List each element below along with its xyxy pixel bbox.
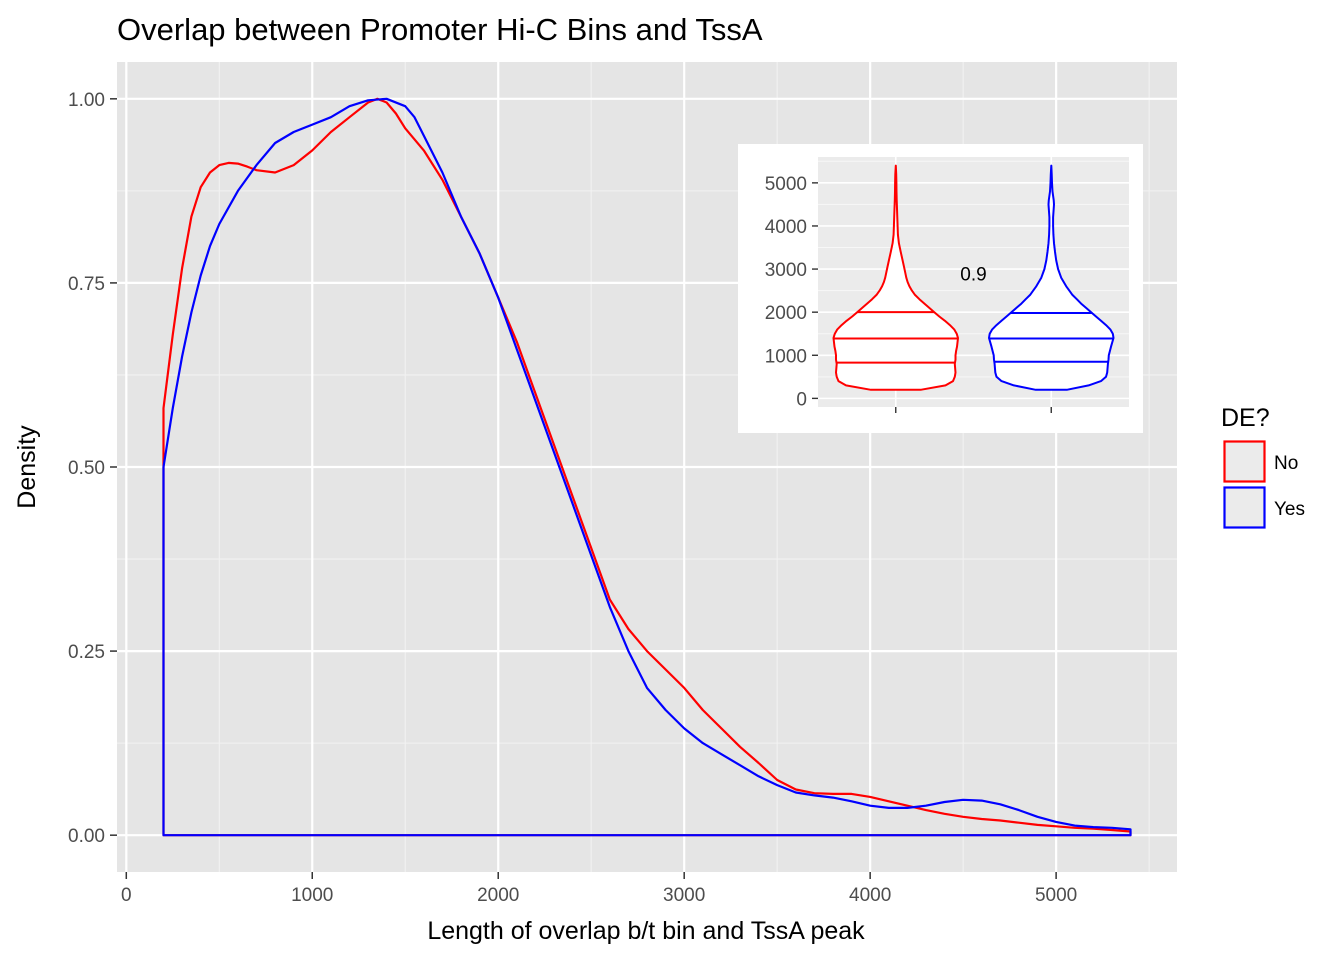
x-axis-title: Length of overlap b/t bin and TssA peak bbox=[427, 917, 865, 945]
density-series bbox=[162, 97, 1132, 837]
violin-yes bbox=[988, 164, 1115, 391]
violin-no bbox=[832, 164, 959, 391]
legend-label-no: No bbox=[1274, 453, 1298, 474]
y-axis-title: Density bbox=[13, 425, 41, 509]
inset-y-tick-label: 4000 bbox=[765, 217, 807, 238]
inset-violins bbox=[832, 164, 1115, 391]
y-tick-label: 1.00 bbox=[68, 90, 105, 111]
inset-y-tick-label: 2000 bbox=[765, 303, 807, 324]
legend-title: DE? bbox=[1221, 404, 1270, 432]
x-tick-label: 1000 bbox=[291, 885, 333, 906]
inset-y-tick-label: 1000 bbox=[765, 346, 807, 367]
y-tick-label: 0.50 bbox=[68, 458, 105, 479]
x-tick-label: 4000 bbox=[849, 885, 891, 906]
inset-violin-plot: 0 1000 2000 3000 4000 5000 0.9 bbox=[738, 144, 1143, 433]
y-tick-label: 0.00 bbox=[68, 826, 105, 847]
inset-y-tick-label: 3000 bbox=[765, 260, 807, 281]
y-axis: 0.00 0.25 0.50 0.75 1.00 bbox=[68, 90, 117, 847]
chart-title: Overlap between Promoter Hi-C Bins and T… bbox=[117, 12, 763, 47]
x-tick-label: 5000 bbox=[1035, 885, 1077, 906]
legend-label-yes: Yes bbox=[1274, 499, 1305, 520]
inset-y-tick-label: 0 bbox=[796, 389, 807, 410]
y-tick-label: 0.75 bbox=[68, 274, 105, 295]
legend-swatch-yes bbox=[1223, 486, 1266, 529]
density-line-yes bbox=[162, 97, 1132, 837]
x-tick-label: 3000 bbox=[663, 885, 705, 906]
inset-annotation: 0.9 bbox=[960, 264, 986, 285]
inset-y-tick-label: 5000 bbox=[765, 174, 807, 195]
x-tick-label: 2000 bbox=[477, 885, 519, 906]
density-line-no bbox=[162, 97, 1132, 837]
legend: DE? No Yes bbox=[1221, 404, 1305, 530]
legend-swatch-no bbox=[1223, 440, 1266, 483]
x-tick-label: 0 bbox=[121, 885, 132, 906]
y-tick-label: 0.25 bbox=[68, 642, 105, 663]
inset-y-axis: 0 1000 2000 3000 4000 5000 bbox=[765, 174, 1052, 413]
x-axis: 0 1000 2000 3000 4000 5000 bbox=[121, 872, 1077, 906]
